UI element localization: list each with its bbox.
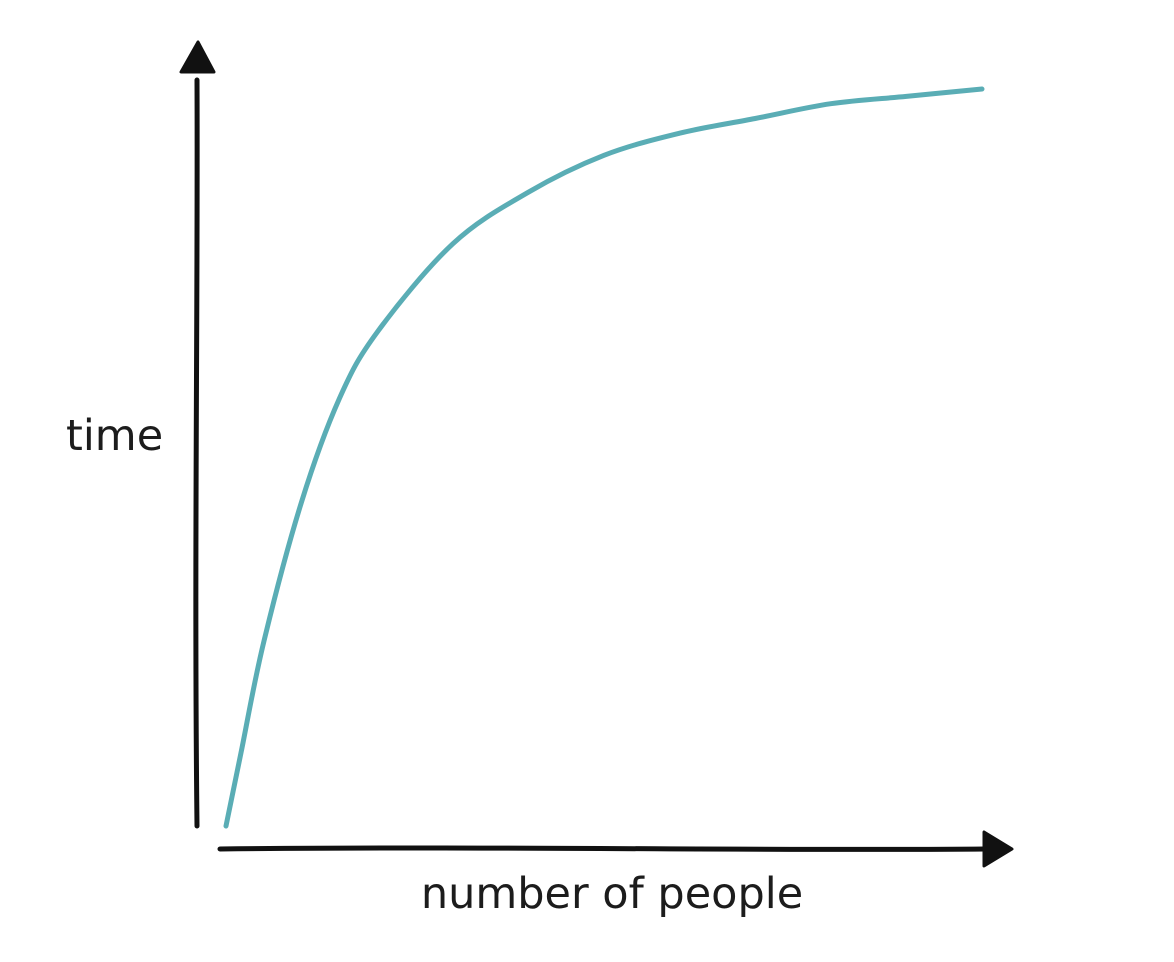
y-axis-line (193, 77, 200, 829)
x-axis-line (217, 845, 988, 852)
series-line (223, 86, 985, 829)
x-axis-arrowhead (982, 830, 1014, 868)
y-axis-label: time (66, 411, 163, 461)
x-axis-label: number of people (421, 869, 803, 919)
y-axis-arrowhead (179, 40, 216, 74)
